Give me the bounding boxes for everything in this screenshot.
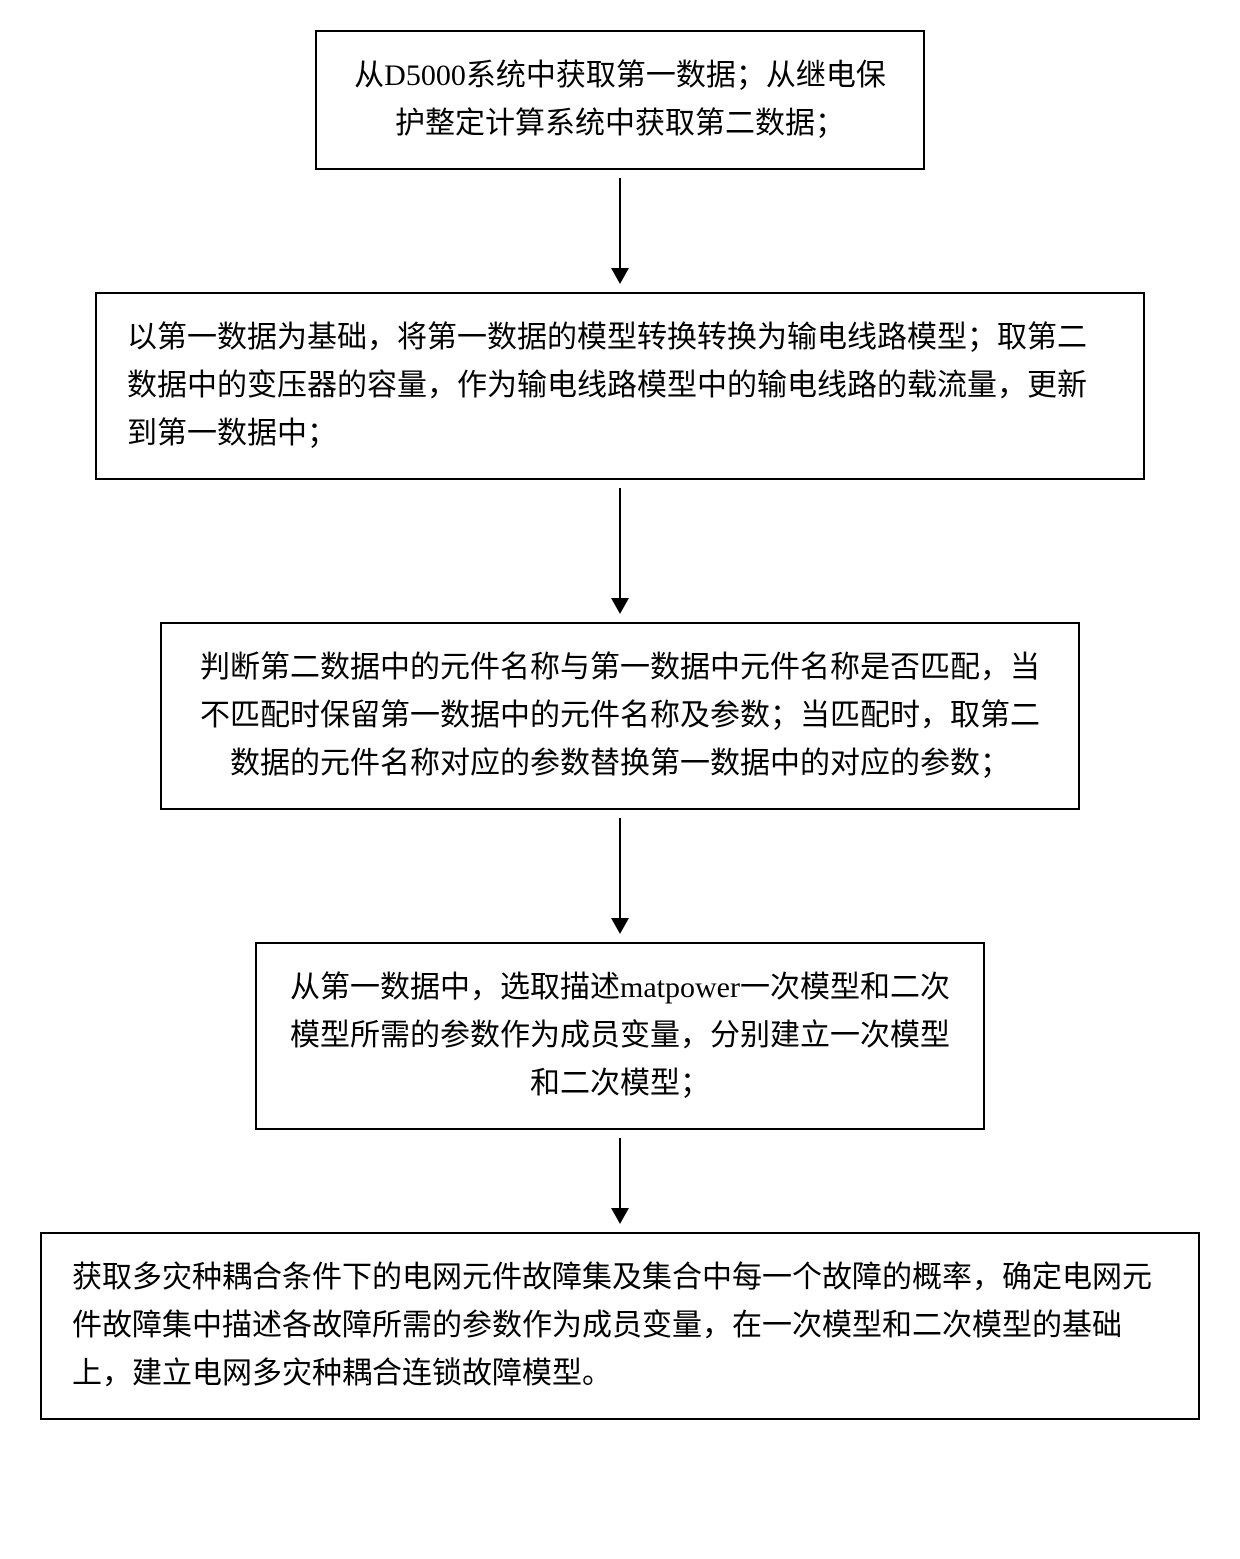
flow-step-1-text: 从D5000系统中获取第一数据；从继电保护整定计算系统中获取第二数据； xyxy=(354,59,886,140)
arrow-line xyxy=(619,488,621,598)
flow-step-2: 以第一数据为基础，将第一数据的模型转换转换为输电线路模型；取第二数据中的变压器的… xyxy=(95,292,1145,480)
arrow-line xyxy=(619,818,621,918)
flow-step-4-text: 从第一数据中，选取描述matpower一次模型和二次模型所需的参数作为成员变量，… xyxy=(290,971,950,1100)
arrow-head-icon xyxy=(611,268,629,284)
flowchart-container: 从D5000系统中获取第一数据；从继电保护整定计算系统中获取第二数据； 以第一数… xyxy=(40,30,1200,1420)
flow-step-1: 从D5000系统中获取第一数据；从继电保护整定计算系统中获取第二数据； xyxy=(315,30,925,170)
arrow-head-icon xyxy=(611,918,629,934)
arrow-head-icon xyxy=(611,598,629,614)
flow-step-3-text: 判断第二数据中的元件名称与第一数据中元件名称是否匹配，当不匹配时保留第一数据中的… xyxy=(200,651,1040,780)
flow-step-4: 从第一数据中，选取描述matpower一次模型和二次模型所需的参数作为成员变量，… xyxy=(255,942,985,1130)
arrow-4 xyxy=(611,1138,629,1224)
flow-step-5-text: 获取多灾种耦合条件下的电网元件故障集及集合中每一个故障的概率，确定电网元件故障集… xyxy=(72,1261,1152,1390)
arrow-head-icon xyxy=(611,1208,629,1224)
flow-step-5: 获取多灾种耦合条件下的电网元件故障集及集合中每一个故障的概率，确定电网元件故障集… xyxy=(40,1232,1200,1420)
flow-step-2-text: 以第一数据为基础，将第一数据的模型转换转换为输电线路模型；取第二数据中的变压器的… xyxy=(127,321,1087,450)
arrow-line xyxy=(619,178,621,268)
arrow-1 xyxy=(611,178,629,284)
arrow-3 xyxy=(611,818,629,934)
arrow-2 xyxy=(611,488,629,614)
arrow-line xyxy=(619,1138,621,1208)
flow-step-3: 判断第二数据中的元件名称与第一数据中元件名称是否匹配，当不匹配时保留第一数据中的… xyxy=(160,622,1080,810)
